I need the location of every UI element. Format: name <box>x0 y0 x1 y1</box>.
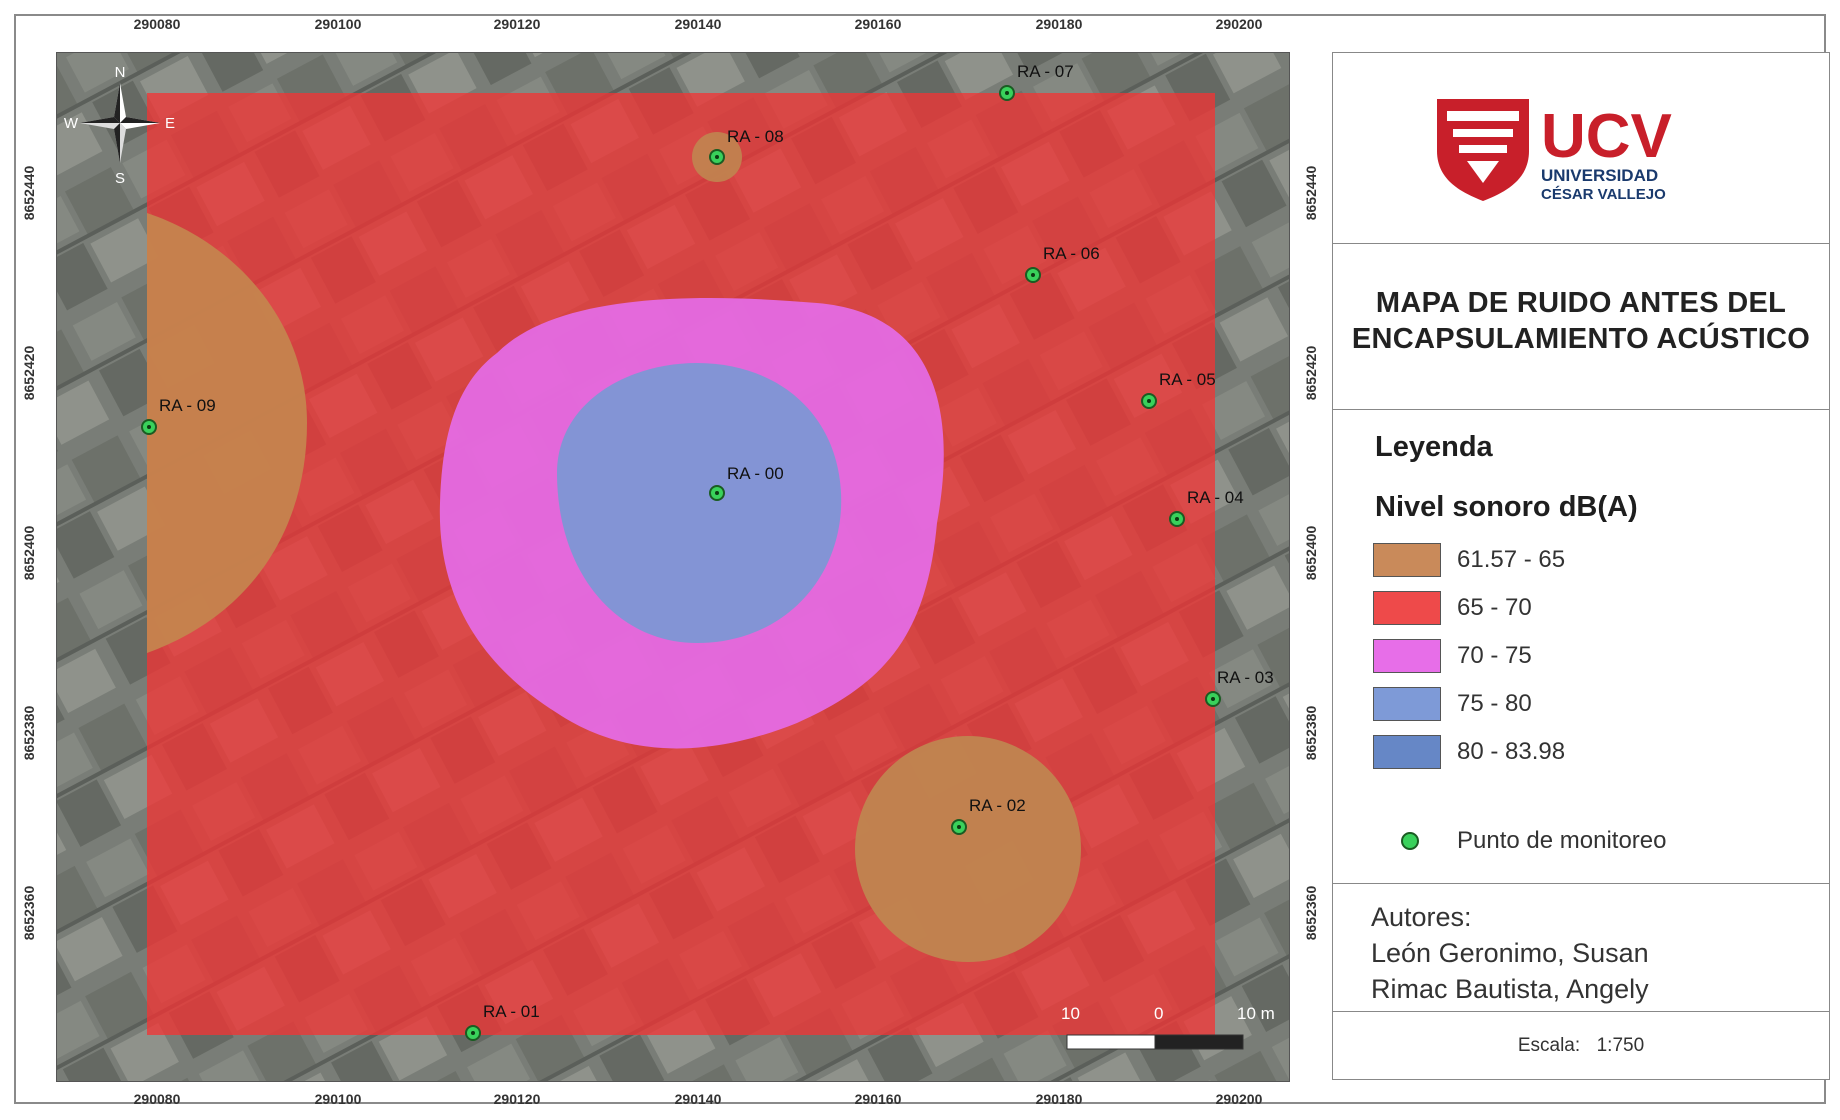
point-label-ra-01: RA - 01 <box>483 1002 540 1021</box>
point-label-ra-02: RA - 02 <box>969 796 1026 815</box>
coord-left-1: 8652440 <box>21 165 37 221</box>
noise-map-svg: N S E W RA - 00 RA - 01 RA - 02 RA - 03 <box>57 53 1289 1081</box>
legend-item-label: 70 - 75 <box>1457 642 1532 669</box>
monitoring-point-ra-07: RA - 07 <box>999 62 1074 101</box>
zone-75-80 <box>557 363 842 643</box>
coord-right-1: 8652440 <box>1303 165 1319 221</box>
legend-swatch <box>1373 639 1441 673</box>
legend-swatch <box>1373 543 1441 577</box>
legend-point-item: Punto de monitoreo <box>1401 827 1666 855</box>
coord-bottom-3: 290120 <box>493 1091 541 1107</box>
coord-bottom-4: 290140 <box>674 1091 722 1107</box>
legend-item-label: 65 - 70 <box>1457 594 1532 621</box>
monitoring-point-ra-06: RA - 06 <box>1025 244 1100 283</box>
svg-text:UNIVERSIDAD: UNIVERSIDAD <box>1541 166 1658 185</box>
coord-top-1: 290080 <box>133 16 181 32</box>
svg-text:10 m: 10 m <box>1237 1004 1275 1023</box>
coord-right-3: 8652400 <box>1303 525 1319 581</box>
legend-item-label: 80 - 83.98 <box>1457 738 1566 765</box>
point-label-ra-09: RA - 09 <box>159 396 216 415</box>
compass-rose-icon: N S E W <box>64 64 175 187</box>
coord-left-2: 8652420 <box>21 345 37 401</box>
coord-left-4: 8652380 <box>21 705 37 761</box>
ucv-shield-icon <box>1437 99 1529 201</box>
point-label-ra-05: RA - 05 <box>1159 370 1216 389</box>
svg-text:N: N <box>115 64 126 81</box>
point-label-ra-00: RA - 00 <box>727 464 784 483</box>
map-title-line-1: MAPA DE RUIDO ANTES DEL <box>1375 287 1787 319</box>
monitoring-point-ra-08: RA - 08 <box>709 127 784 165</box>
scale-bar: 10 0 10 m <box>1061 1004 1275 1050</box>
coord-top-2: 290100 <box>314 16 362 32</box>
noise-map[interactable]: N S E W RA - 00 RA - 01 RA - 02 RA - 03 <box>56 52 1290 1082</box>
monitoring-point-ra-03: RA - 03 <box>1205 668 1274 707</box>
legend-item: 61.57 - 65 <box>1373 541 1565 579</box>
coord-bottom-5: 290160 <box>854 1091 902 1107</box>
authors-label: Autores: <box>1371 902 1472 932</box>
legend-panel: UCV UNIVERSIDAD CÉSAR VALLEJO MAPA DE RU… <box>1332 52 1830 1080</box>
legend-subtitle: Nivel sonoro dB(A) <box>1375 491 1638 523</box>
monitoring-point-ra-02: RA - 02 <box>951 796 1026 835</box>
legend-point-label: Punto de monitoreo <box>1457 827 1667 854</box>
point-label-ra-04: RA - 04 <box>1187 488 1244 507</box>
svg-text:UCV: UCV <box>1541 102 1672 171</box>
monitoring-point-icon <box>1401 832 1419 850</box>
ucv-logo: UCV UNIVERSIDAD CÉSAR VALLEJO <box>1437 99 1672 203</box>
coord-left-3: 8652400 <box>21 525 37 581</box>
zone-61-65-west <box>147 213 307 653</box>
scale-section: Escala: 1:750 <box>1333 1011 1829 1081</box>
svg-text:CÉSAR VALLEJO: CÉSAR VALLEJO <box>1541 186 1666 203</box>
point-label-ra-08: RA - 08 <box>727 127 784 146</box>
coord-bottom-6: 290180 <box>1035 1091 1083 1107</box>
svg-text:E: E <box>165 115 175 132</box>
coord-top-6: 290180 <box>1035 16 1083 32</box>
coord-bottom-7: 290200 <box>1215 1091 1263 1107</box>
coord-bottom-2: 290100 <box>314 1091 362 1107</box>
point-label-ra-03: RA - 03 <box>1217 668 1274 687</box>
svg-text:10: 10 <box>1061 1004 1080 1023</box>
svg-text:S: S <box>115 170 125 187</box>
legend-swatch <box>1373 735 1441 769</box>
monitoring-point-ra-09: RA - 09 <box>141 396 216 435</box>
author-1: León Geronimo, Susan <box>1371 938 1649 968</box>
coord-top-7: 290200 <box>1215 16 1263 32</box>
svg-text:W: W <box>64 115 79 132</box>
scale-value: 1:750 <box>1596 1035 1645 1056</box>
monitoring-point-ra-01: RA - 01 <box>465 1002 540 1041</box>
coord-right-4: 8652380 <box>1303 705 1319 761</box>
legend-item: 70 - 75 <box>1373 637 1532 675</box>
zone-61-65-south <box>855 736 1081 962</box>
point-label-ra-06: RA - 06 <box>1043 244 1100 263</box>
coord-left-5: 8652360 <box>21 885 37 941</box>
scale-label: Escala: <box>1517 1035 1581 1056</box>
coord-top-4: 290140 <box>674 16 722 32</box>
legend-section: Leyenda Nivel sonoro dB(A) 61.57 - 65 65 … <box>1333 409 1829 884</box>
authors-section: Autores: León Geronimo, Susan Rimac Baut… <box>1333 883 1829 1012</box>
monitoring-point-ra-00: RA - 00 <box>709 464 784 501</box>
logo-section: UCV UNIVERSIDAD CÉSAR VALLEJO <box>1333 53 1829 244</box>
legend-item-label: 75 - 80 <box>1457 690 1532 717</box>
map-title-line-2: ENCAPSULAMIENTO ACÚSTICO <box>1351 323 1811 355</box>
legend-item: 75 - 80 <box>1373 685 1532 723</box>
coord-top-5: 290160 <box>854 16 902 32</box>
legend-item-label: 61.57 - 65 <box>1457 546 1566 573</box>
coord-right-2: 8652420 <box>1303 345 1319 401</box>
legend-title: Leyenda <box>1375 431 1493 463</box>
legend-swatch <box>1373 591 1441 625</box>
monitoring-point-ra-05: RA - 05 <box>1141 370 1216 409</box>
coord-right-5: 8652360 <box>1303 885 1319 941</box>
legend-swatch <box>1373 687 1441 721</box>
point-label-ra-07: RA - 07 <box>1017 62 1074 81</box>
svg-text:0: 0 <box>1154 1004 1163 1023</box>
map-title: MAPA DE RUIDO ANTES DEL ENCAPSULAMIENTO … <box>1333 285 1829 357</box>
legend-item: 80 - 83.98 <box>1373 733 1565 771</box>
title-section: MAPA DE RUIDO ANTES DEL ENCAPSULAMIENTO … <box>1333 243 1829 410</box>
coord-top-3: 290120 <box>493 16 541 32</box>
legend-item: 65 - 70 <box>1373 589 1532 627</box>
author-2: Rimac Bautista, Angely <box>1371 974 1649 1004</box>
coord-bottom-1: 290080 <box>133 1091 181 1107</box>
monitoring-point-ra-04: RA - 04 <box>1169 488 1244 527</box>
